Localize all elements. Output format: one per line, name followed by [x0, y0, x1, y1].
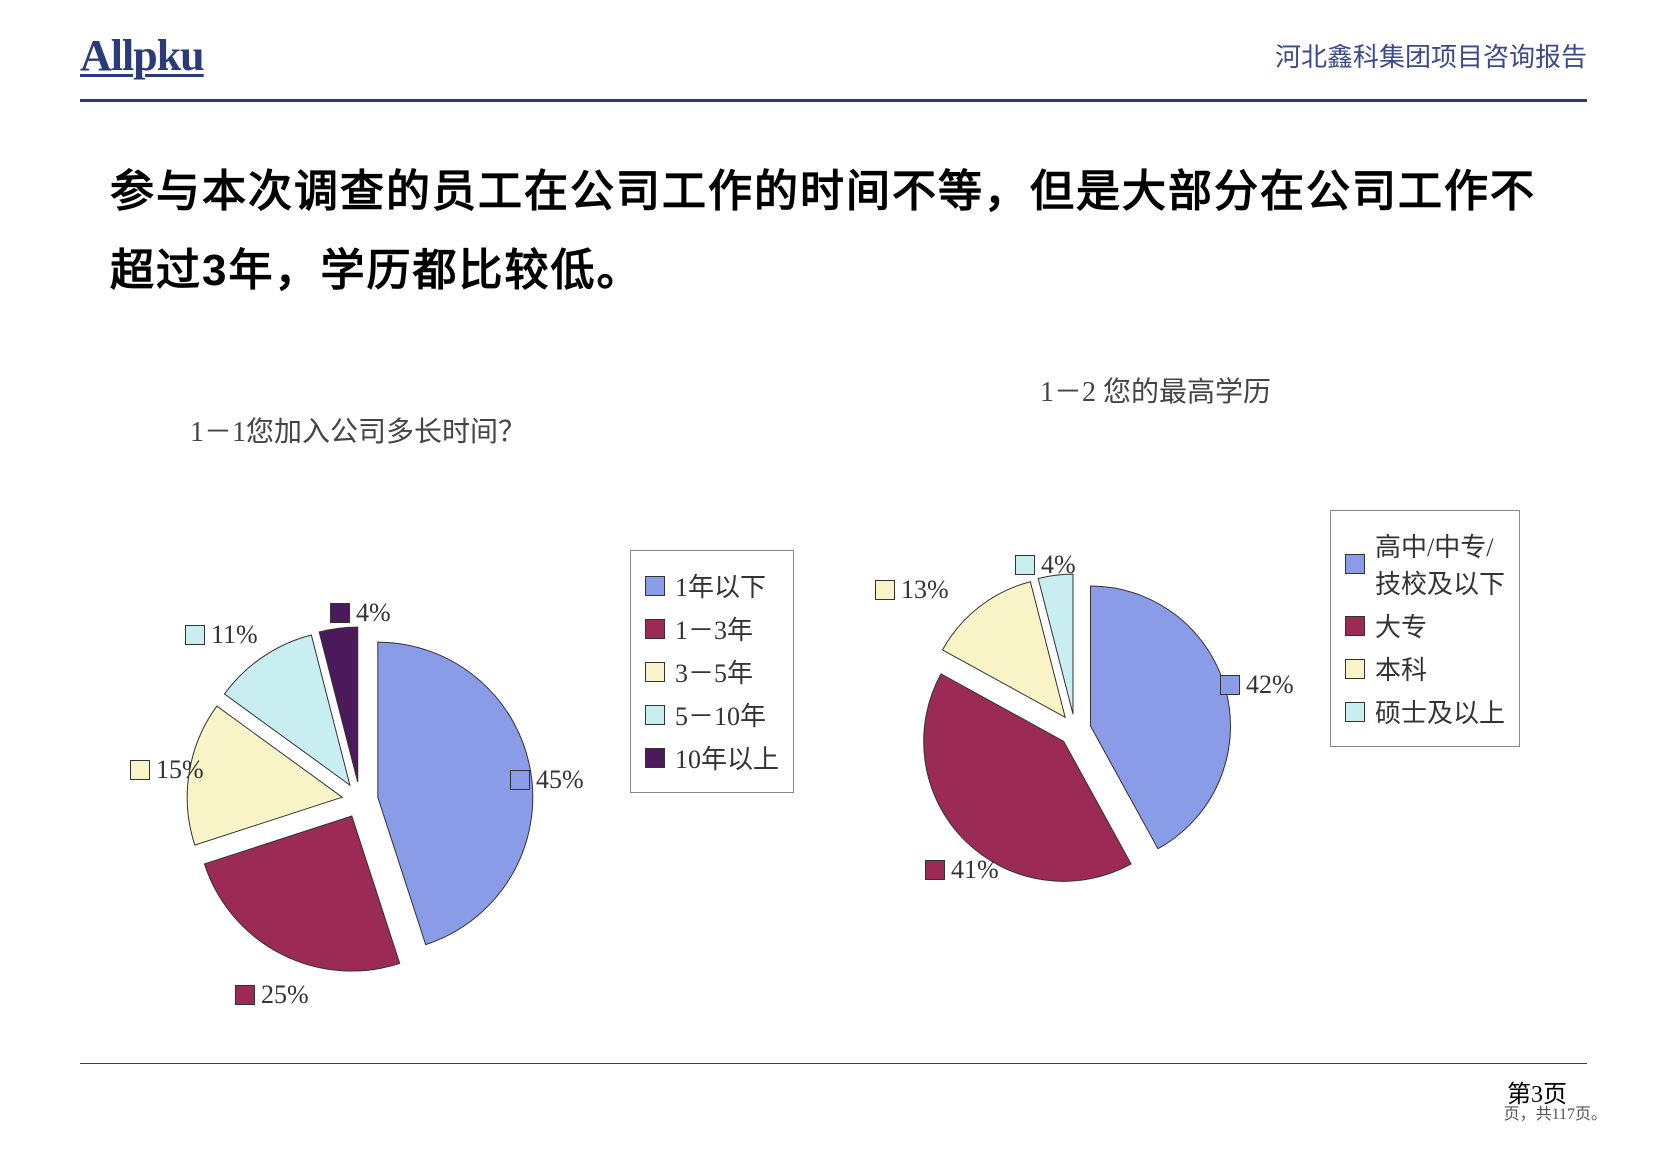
- swatch-icon: [1345, 702, 1365, 722]
- swatch-icon: [1220, 675, 1240, 695]
- swatch-icon: [1345, 616, 1365, 636]
- legend-label: 硕士及以上: [1375, 693, 1505, 730]
- legend-label: 5－10年: [675, 696, 766, 733]
- data-label-text: 4%: [356, 598, 391, 628]
- legend-item: 高中/中专/ 技校及以下: [1345, 527, 1505, 601]
- swatch-icon: [185, 625, 205, 645]
- chart-tenure-data-label: 25%: [235, 980, 309, 1010]
- chart-education-legend: 高中/中专/ 技校及以下大专本科硕士及以上: [1330, 510, 1520, 747]
- swatch-icon: [645, 748, 665, 768]
- swatch-icon: [235, 985, 255, 1005]
- swatch-icon: [130, 760, 150, 780]
- header-divider: [80, 99, 1587, 102]
- legend-label: 10年以上: [675, 739, 779, 776]
- legend-label: 本科: [1375, 650, 1427, 687]
- legend-item: 大专: [1345, 607, 1505, 644]
- swatch-icon: [645, 705, 665, 725]
- footer-divider: [80, 1063, 1587, 1064]
- legend-item: 本科: [1345, 650, 1505, 687]
- swatch-icon: [645, 576, 665, 596]
- chart-tenure-title: 1－1您加入公司多长时间？: [190, 410, 820, 450]
- chart-education-slice: [1090, 586, 1230, 849]
- chart-education-svg: [850, 460, 1370, 1000]
- legend-item: 10年以上: [645, 739, 779, 776]
- data-label-text: 4%: [1041, 550, 1076, 580]
- swatch-icon: [645, 619, 665, 639]
- swatch-icon: [1015, 555, 1035, 575]
- chart-tenure-slice: [204, 816, 399, 971]
- charts-area: 1－1您加入公司多长时间？ 45%25%15%11%4%1年以下1－3年3－5年…: [0, 370, 1667, 990]
- data-label-text: 41%: [951, 855, 999, 885]
- legend-item: 硕士及以上: [1345, 693, 1505, 730]
- chart-education-title: 1－2 您的最高学历: [1040, 370, 1610, 410]
- swatch-icon: [510, 770, 530, 790]
- chart-education-data-label: 41%: [925, 855, 999, 885]
- data-label-text: 25%: [261, 980, 309, 1010]
- data-label-text: 13%: [901, 575, 949, 605]
- swatch-icon: [1345, 554, 1365, 574]
- data-label-text: 45%: [536, 765, 584, 795]
- swatch-icon: [1345, 659, 1365, 679]
- swatch-icon: [330, 603, 350, 623]
- chart-education-data-label: 4%: [1015, 550, 1076, 580]
- header: Allpku 河北鑫科集团项目咨询报告: [0, 0, 1667, 91]
- data-label-text: 11%: [211, 620, 258, 650]
- chart-education-data-label: 13%: [875, 575, 949, 605]
- swatch-icon: [925, 860, 945, 880]
- legend-item: 1年以下: [645, 567, 779, 604]
- legend-label: 高中/中专/ 技校及以下: [1375, 527, 1505, 601]
- data-label-text: 42%: [1246, 670, 1294, 700]
- chart-tenure-data-label: 11%: [185, 620, 258, 650]
- legend-label: 大专: [1375, 607, 1427, 644]
- data-label-text: 15%: [156, 755, 204, 785]
- header-subtitle: 河北鑫科集团项目咨询报告: [1275, 37, 1587, 74]
- chart-tenure-data-label: 4%: [330, 598, 391, 628]
- legend-item: 5－10年: [645, 696, 779, 733]
- legend-label: 1－3年: [675, 610, 753, 647]
- logo: Allpku: [80, 30, 204, 81]
- swatch-icon: [875, 580, 895, 600]
- legend-label: 3－5年: [675, 653, 753, 690]
- legend-label: 1年以下: [675, 567, 766, 604]
- page-total: 页，共117页。: [1504, 1100, 1607, 1124]
- chart-tenure-data-label: 45%: [510, 765, 584, 795]
- chart-tenure-data-label: 15%: [130, 755, 204, 785]
- chart-education: 1－2 您的最高学历 42%41%13%4%高中/中专/ 技校及以下大专本科硕士…: [850, 370, 1610, 430]
- chart-tenure: 1－1您加入公司多长时间？ 45%25%15%11%4%1年以下1－3年3－5年…: [100, 410, 820, 470]
- chart-tenure-legend: 1年以下 1－3年 3－5年 5－10年 10年以上: [630, 550, 794, 793]
- swatch-icon: [645, 662, 665, 682]
- chart-education-data-label: 42%: [1220, 670, 1294, 700]
- page-title: 参与本次调查的员工在公司工作的时间不等，但是大部分在公司工作不超过3年，学历都比…: [110, 152, 1557, 310]
- legend-item: 3－5年: [645, 653, 779, 690]
- legend-item: 1－3年: [645, 610, 779, 647]
